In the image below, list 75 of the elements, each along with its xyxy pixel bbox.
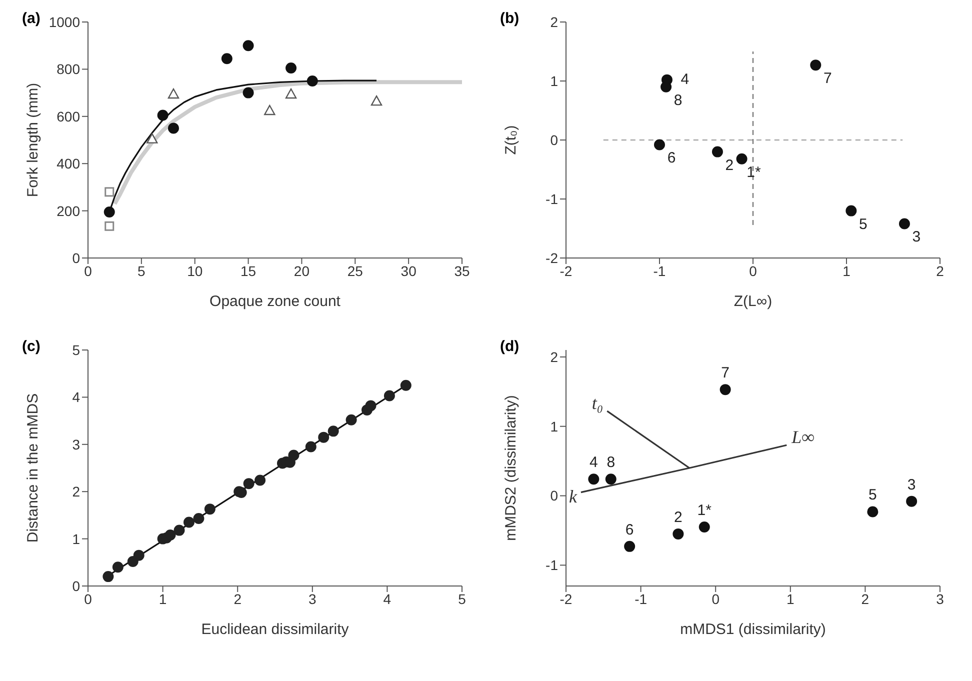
y-tick-label: 1000 — [48, 14, 80, 30]
series-label: 3 — [907, 476, 916, 494]
series-label: 4 — [680, 70, 690, 88]
series-label: 5 — [868, 486, 877, 504]
x-tick-label: -1 — [653, 262, 666, 279]
y-axis-title: Z(t₀) — [502, 125, 520, 155]
x-tick-label: -1 — [634, 590, 648, 607]
series-label: 6 — [625, 521, 634, 538]
series-label: 4 — [590, 454, 598, 472]
x-tick-label: 30 — [400, 262, 417, 279]
chart-title: (d) — [500, 338, 520, 355]
series-label: 6 — [667, 150, 676, 167]
x-tick-label: 35 — [454, 262, 470, 279]
x-tick-label: 3 — [936, 590, 944, 607]
x-tick-label: 25 — [347, 262, 364, 279]
x-tick-label: 0 — [84, 590, 92, 607]
y-axis-title: mMDS2 (dissimilarity) — [502, 395, 520, 541]
x-tick-label: 3 — [308, 590, 316, 607]
x-tick-label: 2 — [936, 262, 944, 279]
y-tick-label: -1 — [546, 190, 558, 207]
annotation: k — [568, 486, 578, 506]
x-tick-label: 15 — [240, 262, 256, 279]
x-axis-title: Euclidean dissimilarity — [201, 621, 350, 638]
y-tick-label: -2 — [546, 250, 558, 266]
y-tick-label: 5 — [72, 342, 80, 358]
x-tick-label: 0 — [749, 262, 758, 279]
chart-title: (a) — [22, 10, 40, 27]
x-tick-label: 2 — [234, 590, 242, 607]
x-tick-label: 4 — [383, 590, 392, 607]
chart-title: (c) — [22, 338, 40, 355]
annotation: t₀ — [592, 393, 604, 414]
y-axis-title: Distance in the mMDS — [24, 393, 42, 543]
y-axis-title: Fork length (mm) — [24, 82, 42, 198]
series-label: 7 — [721, 364, 730, 382]
y-tick-label: 0 — [550, 132, 558, 148]
y-tick-label: 1 — [550, 72, 558, 89]
series-label: 2 — [674, 508, 682, 526]
y-tick-label: 4 — [72, 389, 80, 406]
x-tick-label: 1 — [842, 262, 851, 279]
y-tick-label: 400 — [56, 156, 80, 172]
x-tick-label: 2 — [861, 590, 870, 607]
y-tick-label: 600 — [56, 108, 80, 124]
y-tick-label: 0 — [550, 488, 558, 504]
y-tick-label: 1 — [550, 418, 558, 434]
y-tick-label: 3 — [72, 436, 80, 452]
series-label: 5 — [859, 216, 868, 233]
x-tick-label: 1 — [786, 590, 794, 607]
y-tick-label: 2 — [550, 348, 558, 365]
x-axis-title: mMDS1 (dissimilarity) — [680, 621, 826, 638]
y-tick-label: 200 — [56, 202, 80, 219]
series-label: 8 — [674, 92, 682, 109]
y-tick-label: 800 — [56, 61, 80, 78]
x-tick-label: 20 — [294, 262, 310, 279]
series-label: 8 — [606, 454, 616, 472]
x-axis-title: Opaque zone count — [210, 293, 342, 310]
y-tick-label: -1 — [546, 557, 558, 574]
x-tick-label: 1 — [158, 590, 167, 607]
series-label: 2 — [725, 156, 734, 174]
y-tick-label: 1 — [72, 530, 80, 547]
y-tick-label: 0 — [72, 578, 80, 594]
series-label: 7 — [823, 70, 832, 88]
x-tick-label: 5 — [138, 262, 146, 279]
y-tick-label: 0 — [72, 250, 80, 266]
x-tick-label: 0 — [712, 590, 720, 607]
x-tick-label: 0 — [84, 262, 92, 279]
chart-title: (b) — [500, 10, 520, 27]
y-tick-label: 2 — [72, 484, 80, 500]
series-label: 1* — [697, 502, 712, 519]
y-tick-label: 2 — [550, 14, 558, 30]
x-tick-label: 10 — [187, 262, 203, 279]
series-label: 1* — [746, 164, 762, 181]
x-tick-label: 5 — [458, 590, 466, 607]
series-label: 3 — [912, 228, 921, 246]
x-axis-title: Z(L∞) — [734, 293, 772, 310]
annotation: L∞ — [790, 427, 815, 448]
